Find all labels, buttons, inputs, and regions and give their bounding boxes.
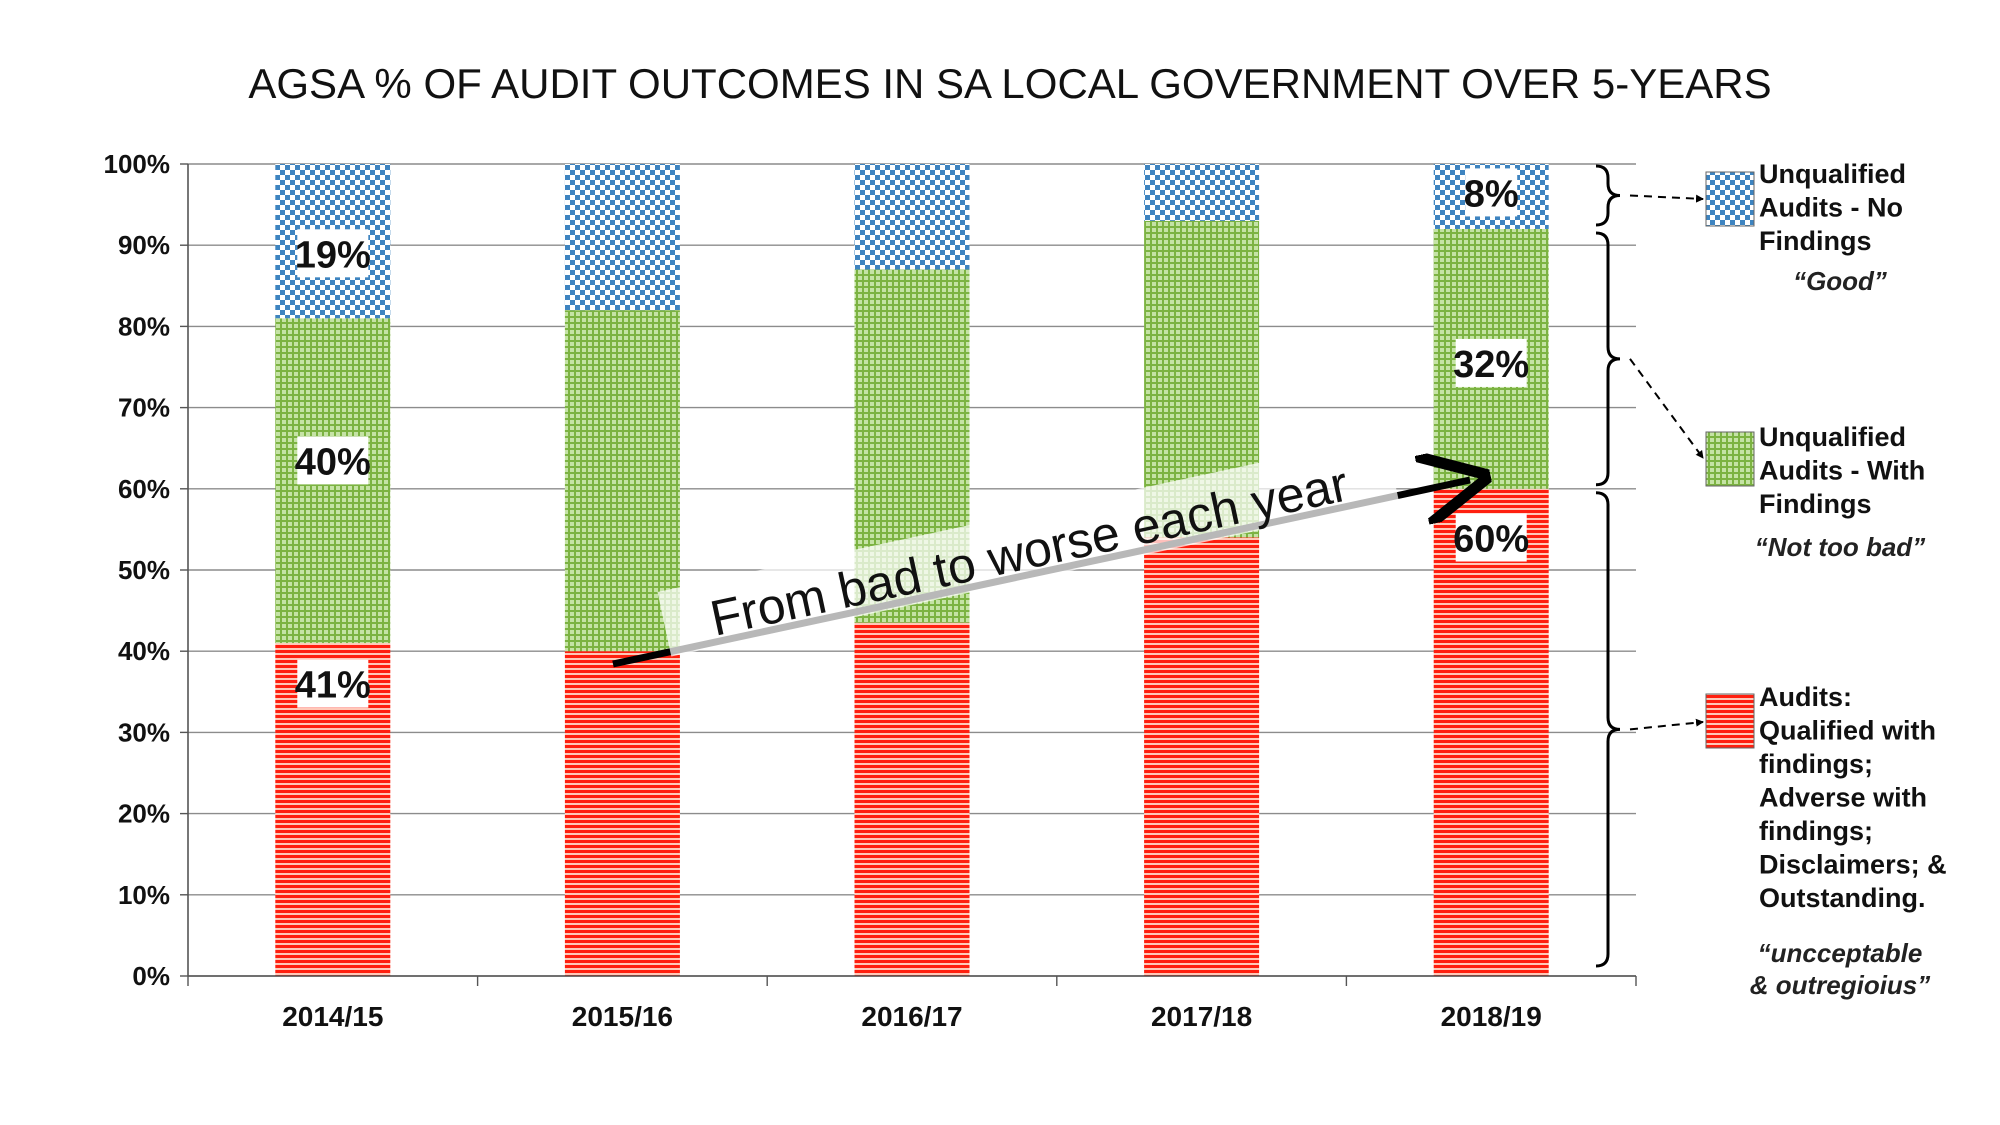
legend-label-red: Audits: xyxy=(1759,682,1852,712)
data-label-bg xyxy=(297,229,369,278)
legend-note-blue: “Good” xyxy=(1793,266,1887,296)
x-axis: 2014/15 2015/16 2016/17 2017/18 2018/19 xyxy=(187,975,1637,1032)
x-tick-label: 2018/19 xyxy=(1441,1001,1542,1032)
legend-note-red: “uncceptable xyxy=(1758,938,1923,968)
data-label-bg xyxy=(297,659,369,708)
legend-label-blue: Unqualified xyxy=(1759,159,1906,189)
connector-red xyxy=(1629,718,1704,731)
legend-label-red: Disclaimers; & xyxy=(1759,850,1947,880)
x-tick-label: 2017/18 xyxy=(1151,1001,1252,1032)
trend-label-group: From bad to worse each year xyxy=(657,435,1399,657)
bar-red-2015-16 xyxy=(564,651,680,976)
y-tick-label: 10% xyxy=(118,880,170,910)
legend-label-red: Outstanding. xyxy=(1759,883,1925,913)
legend-braces xyxy=(1595,164,1704,968)
legend-label-green: Findings xyxy=(1759,489,1871,519)
trend-label-bg xyxy=(657,435,1399,657)
data-label-bg xyxy=(1455,338,1527,387)
data-label: 19% xyxy=(295,234,371,276)
legend-label-red: Adverse with xyxy=(1759,783,1927,813)
legend-label-blue: Findings xyxy=(1759,226,1871,256)
y-tick-label: 40% xyxy=(118,636,170,666)
y-axis: 0% 10% 20% 30% 40% 50% 60% 70% 80% 90% 100% xyxy=(104,149,189,991)
y-tick-label: 80% xyxy=(118,311,170,341)
legend-swatch-red xyxy=(1705,693,1755,749)
legend-note-green: “Not too bad” xyxy=(1755,532,1925,562)
legend-label-red: findings; xyxy=(1759,749,1873,779)
data-labels: 41% 60% 40% 32% 19% 8% xyxy=(295,168,1529,708)
bar-red-2018-19 xyxy=(1433,488,1549,976)
y-tick-label: 100% xyxy=(104,149,171,179)
legend-label-green: Audits - With xyxy=(1759,456,1925,486)
y-tick-label: 20% xyxy=(118,799,170,829)
brace-blue xyxy=(1595,164,1621,227)
y-tick-label: 0% xyxy=(132,961,170,991)
brace-green xyxy=(1595,231,1621,487)
y-tick-label: 60% xyxy=(118,474,170,504)
data-label-bg xyxy=(1465,168,1518,217)
data-label-bg xyxy=(297,436,369,485)
x-tick-label: 2015/16 xyxy=(572,1001,673,1032)
y-tick-label: 70% xyxy=(118,393,170,423)
data-label: 32% xyxy=(1453,344,1529,386)
y-tick-label: 90% xyxy=(118,230,170,260)
connector-blue xyxy=(1629,194,1704,203)
data-label: 41% xyxy=(295,665,371,707)
x-tick-label: 2014/15 xyxy=(282,1001,383,1032)
chart-title: AGSA % OF AUDIT OUTCOMES IN SA LOCAL GOV… xyxy=(248,60,1771,107)
legend-label-red: Qualified with xyxy=(1759,716,1936,746)
x-tick-label: 2016/17 xyxy=(861,1001,962,1032)
legend-swatch-blue xyxy=(1705,171,1755,227)
data-label: 8% xyxy=(1464,173,1519,215)
legend-note-red: & outregioius” xyxy=(1750,970,1931,1000)
bar-blue-2015-16 xyxy=(564,164,680,311)
bar-blue-2016-17 xyxy=(854,164,970,270)
legend-label-green: Unqualified xyxy=(1759,422,1906,452)
legend-swatch-green xyxy=(1705,431,1755,487)
legend-label-red: findings; xyxy=(1759,816,1873,846)
y-tick-label: 30% xyxy=(118,717,170,747)
legend-label-blue: Audits - No xyxy=(1759,193,1903,223)
bar-blue-2017-18 xyxy=(1144,164,1260,221)
y-tick-label: 50% xyxy=(118,555,170,585)
bar-red-2016-17 xyxy=(854,622,970,976)
data-label: 60% xyxy=(1453,519,1529,561)
data-label: 40% xyxy=(295,441,371,483)
bar-red-2017-18 xyxy=(1144,537,1260,976)
brace-red xyxy=(1595,491,1621,968)
connector-green xyxy=(1629,358,1704,459)
trend-annotation: From bad to worse each year xyxy=(612,435,1470,668)
